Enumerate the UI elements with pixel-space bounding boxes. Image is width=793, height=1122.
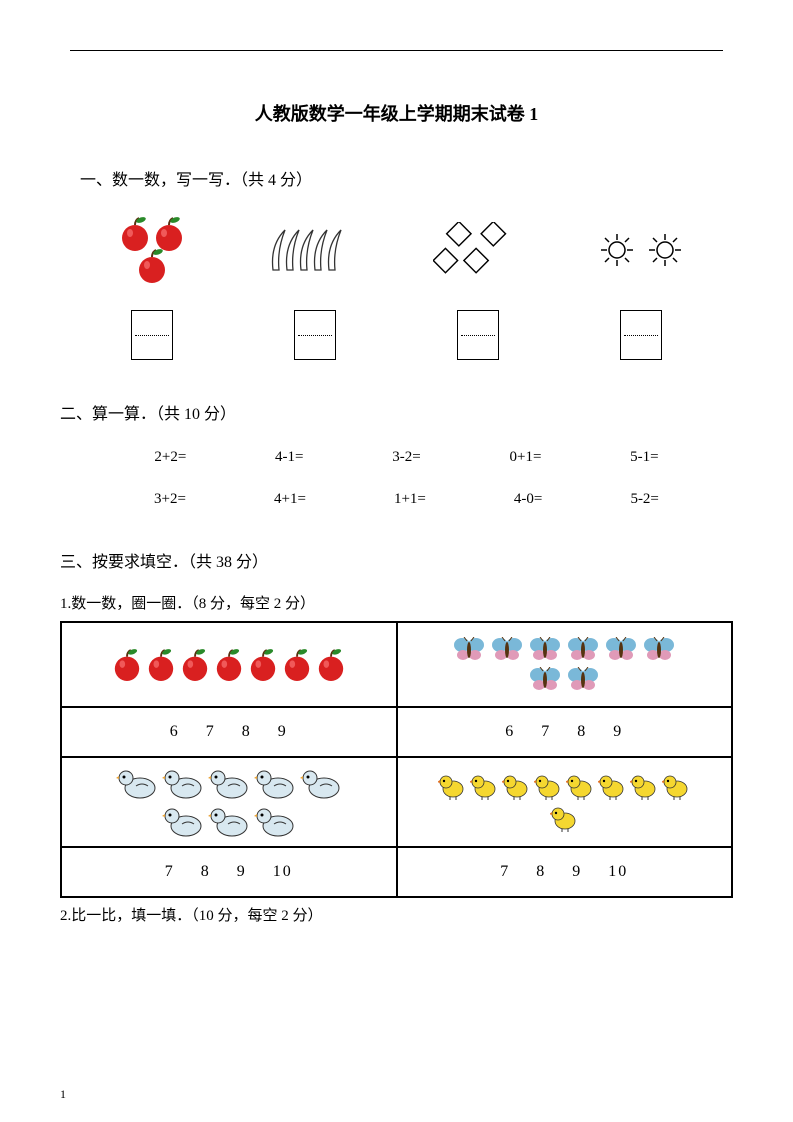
chick-icon — [550, 804, 578, 832]
option-num[interactable]: 7 — [165, 863, 175, 880]
option-num[interactable]: 9 — [572, 863, 582, 880]
chick-icon — [566, 772, 594, 800]
count-circle-grid: 6 7 8 9 6 7 8 9 7 8 9 10 7 8 9 10 — [60, 621, 733, 898]
chick-icon — [438, 772, 466, 800]
count-group-suns — [576, 215, 706, 285]
answer-box[interactable] — [294, 310, 336, 360]
calc-row-2: 3+2= 4+1= 1+1= 4-0= 5-2= — [60, 491, 733, 508]
chick-icon — [598, 772, 626, 800]
count-group-apples — [87, 215, 217, 285]
calc-row-1: 2+2= 4-1= 3-2= 0+1= 5-1= — [60, 449, 733, 466]
answer-box[interactable] — [620, 310, 662, 360]
option-num[interactable]: 6 — [505, 723, 515, 740]
butterfly-icon — [490, 637, 524, 663]
chick-icon — [630, 772, 658, 800]
calc-item: 5-1= — [630, 449, 658, 466]
page-number: 1 — [60, 1087, 66, 1102]
apple-icon — [316, 648, 346, 682]
diamonds-icons — [433, 215, 523, 285]
option-num[interactable]: 8 — [242, 723, 252, 740]
grid-cell-options[interactable]: 6 7 8 9 — [61, 707, 397, 757]
butterfly-icon — [528, 667, 562, 693]
duck-icon — [208, 766, 250, 800]
grid-cell-butterflies — [397, 622, 733, 707]
butterfly-icon — [604, 637, 638, 663]
duck-icon — [162, 804, 204, 838]
section1-header: 一、数一数，写一写．（共 4 分） — [80, 166, 733, 190]
calc-item: 4-0= — [514, 491, 542, 508]
count-group-diamonds — [413, 215, 543, 285]
option-num[interactable]: 9 — [237, 863, 247, 880]
option-num[interactable]: 8 — [577, 723, 587, 740]
chick-icon — [470, 772, 498, 800]
apple-icon — [214, 648, 244, 682]
bananas-icons — [265, 215, 365, 285]
section1-answer-boxes — [60, 310, 733, 360]
chick-icon — [662, 772, 690, 800]
option-num[interactable]: 7 — [500, 863, 510, 880]
option-num[interactable]: 9 — [613, 723, 623, 740]
section2-header: 二、算一算．（共 10 分） — [60, 400, 733, 424]
banana-icon — [265, 225, 365, 275]
chick-icon — [502, 772, 530, 800]
butterfly-icon — [452, 637, 486, 663]
top-horizontal-rule — [70, 50, 723, 51]
diamond-icon — [433, 222, 523, 278]
butterfly-icon — [642, 637, 676, 663]
section3-q1-label: 1.数一数，圈一圈．（8 分，每空 2 分） — [60, 592, 733, 613]
apple-icon — [146, 648, 176, 682]
duck-icon — [162, 766, 204, 800]
grid-cell-chicks — [397, 757, 733, 847]
chick-icon — [534, 772, 562, 800]
option-num[interactable]: 7 — [206, 723, 216, 740]
apple-icon — [180, 648, 210, 682]
calc-item: 3-2= — [392, 449, 420, 466]
apple-icon — [248, 648, 278, 682]
grid-cell-options[interactable]: 7 8 9 10 — [397, 847, 733, 897]
sun-icon — [599, 232, 635, 268]
answer-box[interactable] — [457, 310, 499, 360]
calc-item: 3+2= — [154, 491, 186, 508]
option-num[interactable]: 10 — [608, 863, 628, 880]
duck-icon — [254, 804, 296, 838]
option-num[interactable]: 6 — [170, 723, 180, 740]
duck-icon — [116, 766, 158, 800]
calc-item: 5-2= — [630, 491, 658, 508]
section3-q2-label: 2.比一比，填一填．（10 分，每空 2 分） — [60, 904, 733, 925]
option-num[interactable]: 7 — [541, 723, 551, 740]
answer-box[interactable] — [131, 310, 173, 360]
calc-item: 1+1= — [394, 491, 426, 508]
option-num[interactable]: 8 — [201, 863, 211, 880]
calc-item: 2+2= — [154, 449, 186, 466]
page-title: 人教版数学一年级上学期期末试卷 1 — [60, 100, 733, 126]
apple-icon — [282, 648, 312, 682]
section1-icons-row — [60, 215, 733, 285]
suns-icons — [599, 215, 683, 285]
calc-item: 4+1= — [274, 491, 306, 508]
duck-icon — [300, 766, 342, 800]
sun-icon — [647, 232, 683, 268]
calc-item: 0+1= — [509, 449, 541, 466]
section3-header: 三、按要求填空．（共 38 分） — [60, 548, 733, 572]
grid-cell-apples — [61, 622, 397, 707]
option-num[interactable]: 10 — [273, 863, 293, 880]
duck-icon — [254, 766, 296, 800]
butterfly-icon — [528, 637, 562, 663]
option-num[interactable]: 9 — [278, 723, 288, 740]
grid-cell-options[interactable]: 7 8 9 10 — [61, 847, 397, 897]
grid-cell-options[interactable]: 6 7 8 9 — [397, 707, 733, 757]
calc-item: 4-1= — [275, 449, 303, 466]
duck-icon — [208, 804, 250, 838]
apple-icon — [112, 648, 142, 682]
butterfly-icon — [566, 637, 600, 663]
count-group-bananas — [250, 215, 380, 285]
butterfly-icon — [566, 667, 600, 693]
apple-icon — [136, 248, 168, 284]
grid-cell-ducks — [61, 757, 397, 847]
apples-icons — [107, 215, 197, 285]
option-num[interactable]: 8 — [536, 863, 546, 880]
